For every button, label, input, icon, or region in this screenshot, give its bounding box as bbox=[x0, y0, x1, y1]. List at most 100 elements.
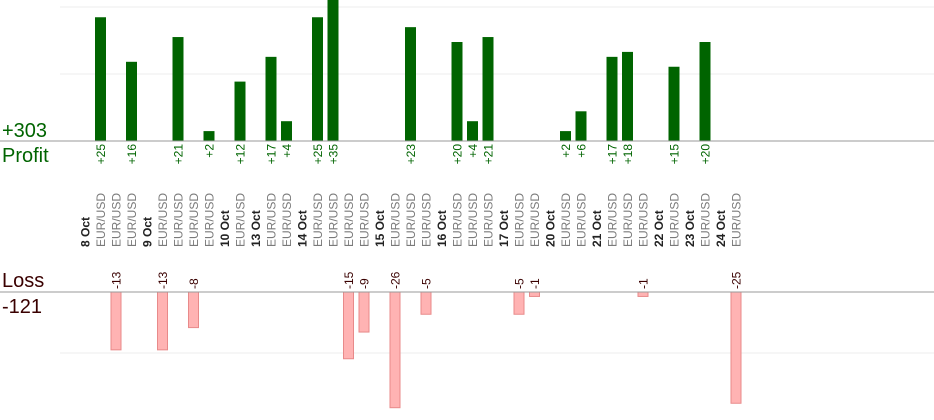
profit-value-label: +17 bbox=[606, 144, 620, 165]
profit-value-label: +2 bbox=[559, 144, 573, 158]
date-label: 14 Oct bbox=[296, 210, 310, 247]
loss-value-label: -5 bbox=[513, 278, 527, 289]
loss-bar bbox=[110, 291, 122, 351]
symbol-label: EUR/USD bbox=[404, 193, 418, 247]
profit-bar bbox=[405, 27, 416, 141]
symbol-label: EUR/USD bbox=[125, 193, 139, 247]
profit-bar bbox=[668, 66, 680, 141]
loss-bar bbox=[637, 291, 649, 297]
loss-bar bbox=[730, 291, 742, 404]
symbol-label: EUR/USD bbox=[234, 193, 248, 247]
loss-bar bbox=[389, 291, 401, 409]
symbol-label: EUR/USD bbox=[637, 193, 651, 247]
symbol-label: EUR/USD bbox=[358, 193, 372, 247]
profit-bar bbox=[203, 131, 215, 141]
profit-value-label: +4 bbox=[280, 144, 294, 158]
symbol-label: EUR/USD bbox=[110, 193, 124, 247]
loss-label: Loss bbox=[2, 270, 45, 292]
symbol-label: EUR/USD bbox=[94, 193, 108, 247]
symbol-label: EUR/USD bbox=[621, 193, 635, 247]
symbol-label: EUR/USD bbox=[606, 193, 620, 247]
symbol-label: EUR/USD bbox=[420, 193, 434, 247]
profit-value-label: +18 bbox=[621, 144, 635, 165]
profit-bar bbox=[622, 51, 633, 141]
date-label: 17 Oct bbox=[497, 210, 511, 247]
symbol-label: EUR/USD bbox=[172, 193, 186, 247]
date-label: 8 Oct bbox=[79, 217, 93, 247]
profit-bar bbox=[467, 121, 478, 141]
loss-value-label: -8 bbox=[187, 278, 201, 289]
profit-bar bbox=[575, 111, 587, 141]
symbol-label: EUR/USD bbox=[668, 193, 682, 247]
profit-bar bbox=[95, 17, 106, 141]
profit-value-label: +20 bbox=[699, 144, 713, 165]
loss-bar bbox=[157, 291, 168, 351]
symbol-label: EUR/USD bbox=[327, 193, 341, 247]
symbol-label: EUR/USD bbox=[559, 193, 573, 247]
loss-value-label: -26 bbox=[389, 271, 403, 289]
profit-label: Profit bbox=[2, 145, 49, 167]
symbol-label: EUR/USD bbox=[451, 193, 465, 247]
loss-value-label: -15 bbox=[342, 271, 356, 289]
loss-value-label: -13 bbox=[156, 271, 170, 289]
profit-bar bbox=[451, 42, 463, 141]
date-label: 21 Oct bbox=[590, 210, 604, 247]
loss-bar bbox=[529, 291, 540, 297]
date-label: 20 Oct bbox=[544, 210, 558, 247]
loss-total: -121 bbox=[2, 296, 43, 318]
profit-value-label: +21 bbox=[172, 144, 186, 165]
symbol-label: EUR/USD bbox=[528, 193, 542, 247]
symbol-label: EUR/USD bbox=[156, 193, 170, 247]
date-label: 15 Oct bbox=[373, 210, 387, 247]
date-label: 22 Oct bbox=[652, 210, 666, 247]
loss-value-label: -13 bbox=[110, 271, 124, 289]
loss-value-label: -1 bbox=[637, 278, 651, 289]
date-label: 13 Oct bbox=[249, 210, 263, 247]
profit-bar bbox=[281, 121, 292, 141]
loss-bar bbox=[420, 291, 432, 315]
profit-bar bbox=[312, 17, 323, 141]
date-label: 9 Oct bbox=[141, 217, 155, 247]
symbol-label: EUR/USD bbox=[482, 193, 496, 247]
symbol-label: EUR/USD bbox=[699, 193, 713, 247]
loss-bar bbox=[513, 291, 525, 315]
profit-value-label: +25 bbox=[94, 144, 108, 165]
loss-value-label: -1 bbox=[528, 278, 542, 289]
profit-value-label: +25 bbox=[311, 144, 325, 165]
loss-bar bbox=[343, 291, 354, 360]
loss-value-label: -9 bbox=[358, 278, 372, 289]
profit-bar bbox=[172, 37, 184, 141]
symbol-label: EUR/USD bbox=[280, 193, 294, 247]
symbol-label: EUR/USD bbox=[187, 193, 201, 247]
profit-bar bbox=[699, 42, 711, 141]
loss-value-label: -5 bbox=[420, 278, 434, 289]
date-label: 16 Oct bbox=[435, 210, 449, 247]
profit-bar bbox=[482, 37, 494, 141]
symbol-label: EUR/USD bbox=[203, 193, 217, 247]
profit-value-label: +17 bbox=[265, 144, 279, 165]
profit-bar bbox=[327, 0, 339, 141]
profit-value-label: +35 bbox=[327, 144, 341, 165]
date-label: 24 Oct bbox=[714, 210, 728, 247]
profit-value-label: +4 bbox=[466, 144, 480, 158]
symbol-label: EUR/USD bbox=[342, 193, 356, 247]
loss-bar bbox=[358, 291, 370, 333]
profit-value-label: +20 bbox=[451, 144, 465, 165]
profit-value-label: +21 bbox=[482, 144, 496, 165]
profit-value-label: +12 bbox=[234, 144, 248, 165]
date-label: 10 Oct bbox=[218, 210, 232, 247]
loss-bar bbox=[188, 291, 199, 329]
symbol-label: EUR/USD bbox=[513, 193, 527, 247]
profit-value-label: +2 bbox=[203, 144, 217, 158]
profit-bar bbox=[265, 56, 277, 141]
symbol-label: EUR/USD bbox=[311, 193, 325, 247]
profit-bar bbox=[606, 56, 618, 141]
symbol-label: EUR/USD bbox=[389, 193, 403, 247]
profit-bar bbox=[560, 131, 571, 141]
symbol-label: EUR/USD bbox=[466, 193, 480, 247]
profit-value-label: +23 bbox=[404, 144, 418, 165]
date-label: 23 Oct bbox=[683, 210, 697, 247]
profit-value-label: +16 bbox=[125, 144, 139, 165]
symbol-label: EUR/USD bbox=[265, 193, 279, 247]
